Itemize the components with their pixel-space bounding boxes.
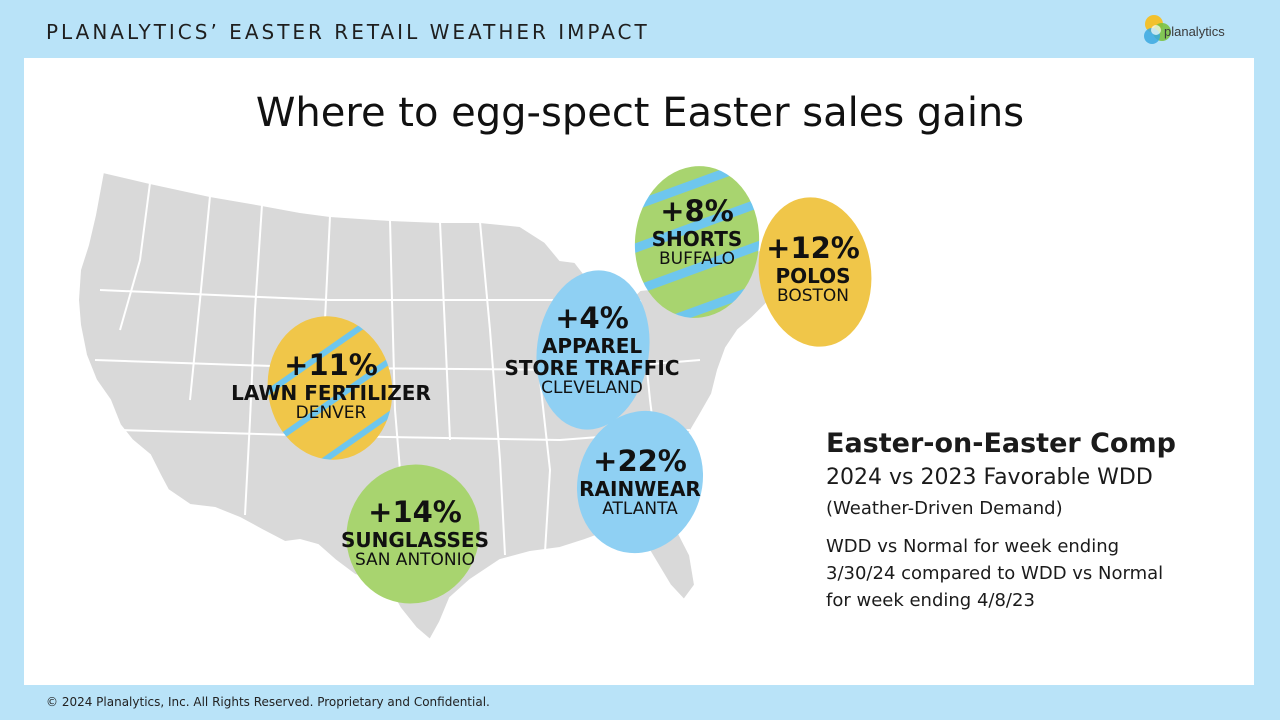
- egg-rainwear: [576, 410, 704, 554]
- egg-pct: +22%: [593, 444, 687, 478]
- egg-city: SAN ANTONIO: [354, 549, 476, 570]
- comp-note-line: for week ending 4/8/23: [826, 590, 1035, 611]
- egg-product: SHORTS: [651, 226, 743, 251]
- comp-note: WDD vs Normal for week ending 3/30/24 co…: [826, 533, 1246, 614]
- header-title: PLANALYTICS’ EASTER RETAIL WEATHER IMPAC…: [46, 20, 650, 44]
- egg-product-line-2: STORE TRAFFIC: [504, 355, 680, 380]
- egg-product-line-1: APPAREL: [541, 333, 643, 358]
- egg-polos: [758, 197, 872, 347]
- egg-pct: +4%: [555, 301, 629, 335]
- egg-lawn: [267, 316, 393, 460]
- egg-city: DENVER: [295, 402, 367, 423]
- egg-product: LAWN FERTILIZER: [231, 380, 431, 405]
- egg-pct: +11%: [284, 348, 378, 382]
- comp-legend: Easter-on-Easter Comp 2024 vs 2023 Favor…: [826, 428, 1246, 614]
- egg-label-polos: +12% POLOS BOSTON: [753, 231, 873, 306]
- planalytics-logo: [1144, 15, 1171, 44]
- comp-title: Easter-on-Easter Comp: [826, 428, 1176, 459]
- comp-note-line: WDD vs Normal for week ending: [826, 536, 1120, 557]
- comp-paren: (Weather-Driven Demand): [826, 498, 1063, 519]
- comp-subtitle: 2024 vs 2023 Favorable WDD: [826, 465, 1153, 490]
- egg-apparel: [536, 270, 650, 430]
- egg-label-lawn: +11% LAWN FERTILIZER DENVER: [226, 348, 436, 423]
- egg-label-shorts: +8% SHORTS BUFFALO: [637, 194, 757, 269]
- egg-city: BUFFALO: [659, 248, 735, 269]
- footer-copyright: © 2024 Planalytics, Inc. All Rights Rese…: [46, 695, 490, 709]
- egg-product: SUNGLASSES: [341, 527, 489, 552]
- comp-note-line: 3/30/24 compared to WDD vs Normal: [826, 563, 1164, 584]
- egg-sunglasses: [346, 464, 480, 604]
- egg-shorts: [634, 166, 760, 318]
- egg-label-sunglasses: +14% SUNGLASSES SAN ANTONIO: [330, 495, 500, 570]
- egg-city: ATLANTA: [602, 498, 678, 519]
- egg-city: CLEVELAND: [541, 377, 643, 398]
- egg-product: RAINWEAR: [579, 476, 701, 501]
- egg-pct: +14%: [368, 495, 462, 529]
- egg-city: BOSTON: [776, 285, 850, 306]
- egg-label-apparel: +4% APPAREL STORE TRAFFIC CLEVELAND: [497, 301, 687, 398]
- egg-pct: +12%: [766, 231, 860, 265]
- egg-label-rainwear: +22% RAINWEAR ATLANTA: [570, 444, 710, 519]
- logo-text: planalytics: [1164, 24, 1225, 39]
- main-title: Where to egg-spect Easter sales gains: [255, 90, 1025, 136]
- egg-pct: +8%: [660, 194, 734, 228]
- egg-product: POLOS: [775, 263, 851, 288]
